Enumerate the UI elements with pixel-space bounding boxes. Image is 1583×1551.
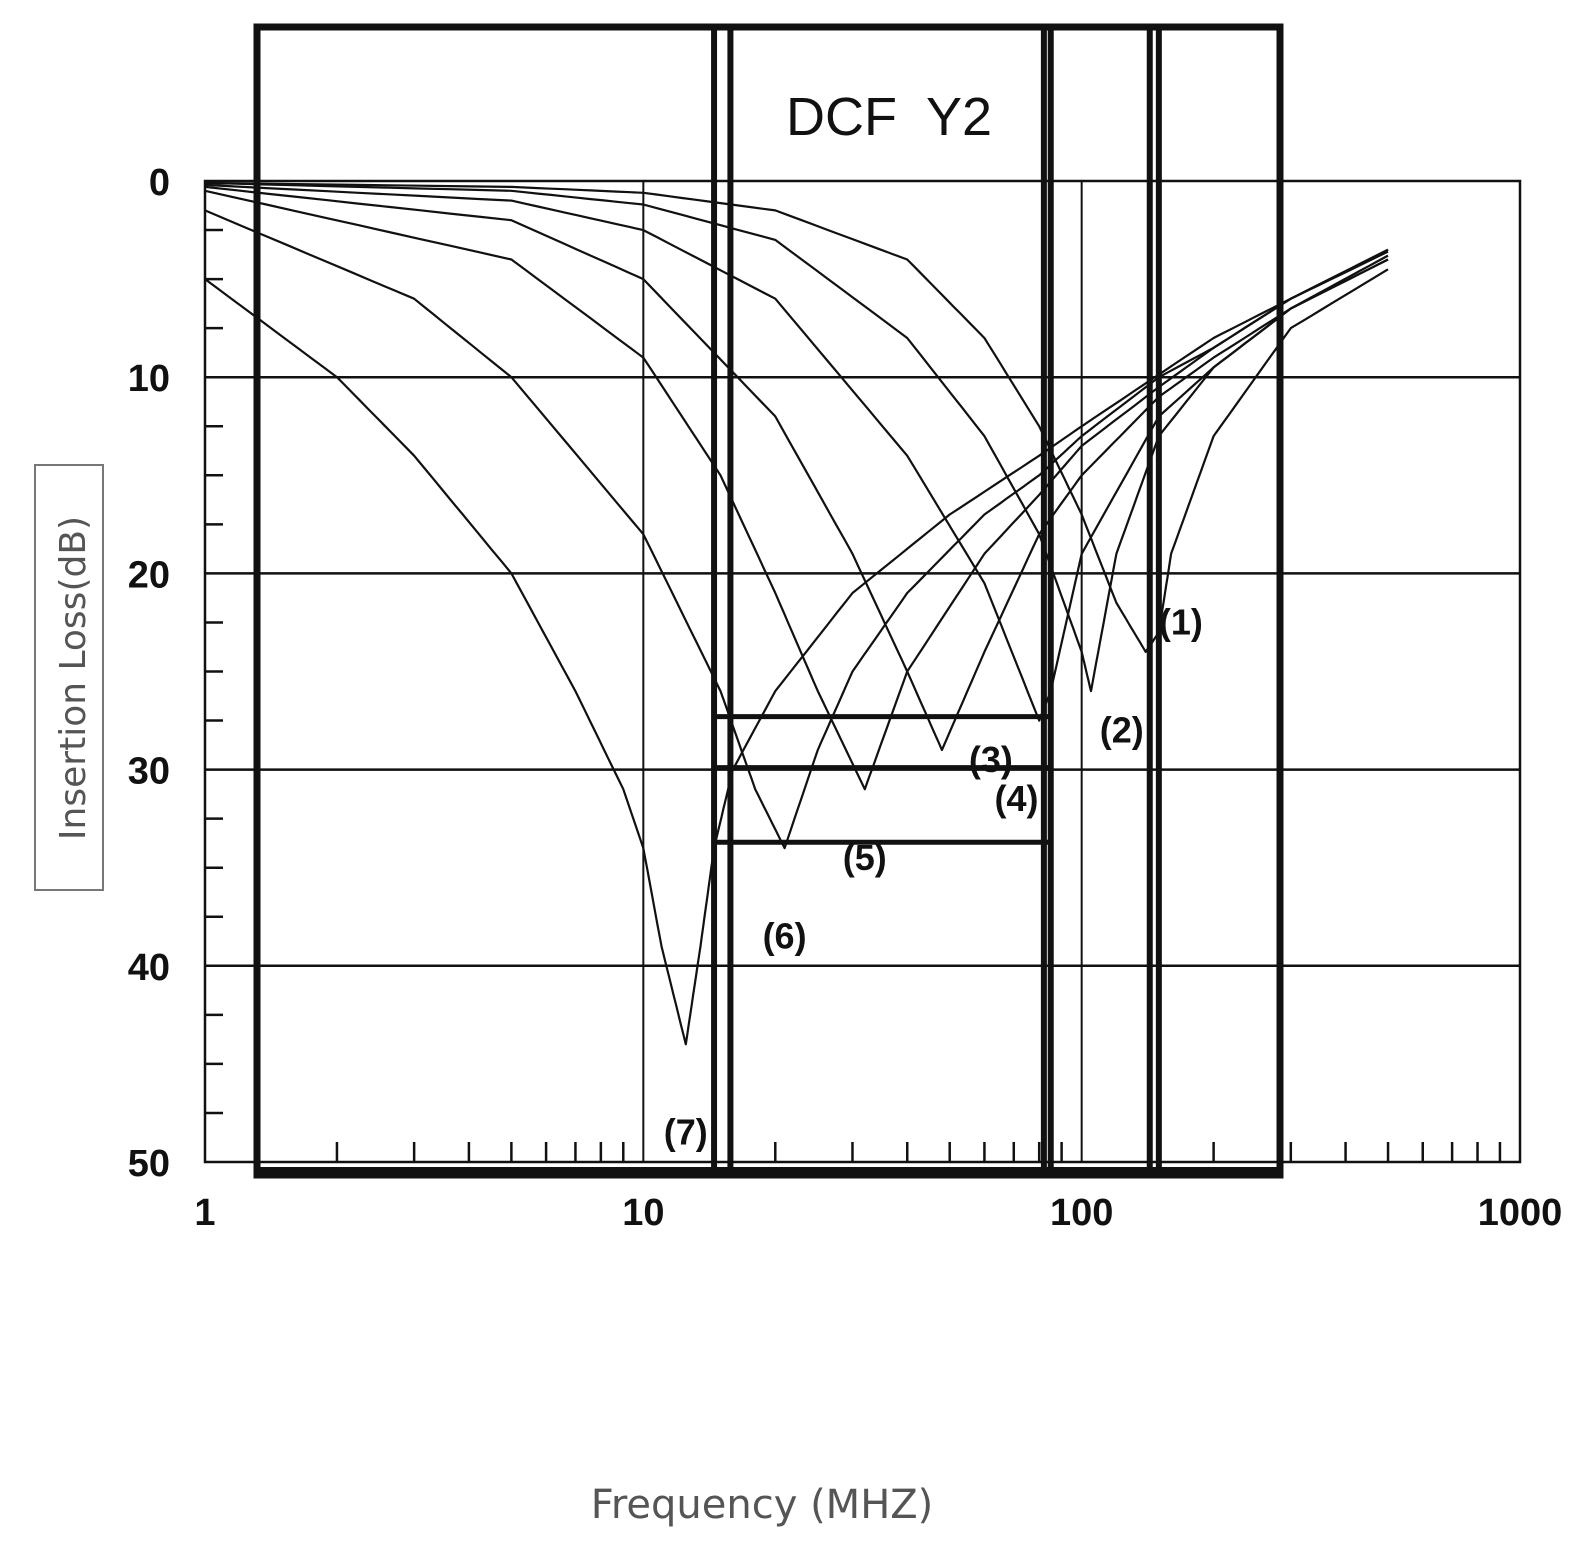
series-line	[204, 248, 1389, 1046]
y-tick-label: 20	[128, 554, 170, 596]
series-line	[204, 209, 1389, 850]
curves	[204, 181, 1389, 1046]
series-label: (5)	[843, 837, 887, 878]
y-axis-label-box	[34, 464, 104, 891]
y-tick-label: 0	[149, 162, 170, 204]
grid-lines	[203, 179, 1522, 1164]
y-tick-label: 30	[128, 751, 170, 793]
chart-title: DCF Y2	[786, 87, 992, 147]
series-label: (4)	[995, 778, 1039, 819]
plot-frame	[203, 179, 1522, 1164]
series-label: (2)	[1100, 709, 1144, 750]
series-label: (6)	[763, 915, 807, 956]
x-tick-label: 1000	[1478, 1192, 1563, 1234]
frame-overlay	[253, 23, 1284, 1179]
y-axis-label: Insertion Loss(dB)	[53, 516, 94, 840]
ticks	[205, 228, 1502, 1162]
series-label: (3)	[969, 739, 1013, 780]
x-axis-label: Frequency (MHZ)	[591, 1482, 934, 1528]
x-tick-label: 100	[1050, 1192, 1113, 1234]
overlay-frame	[253, 23, 1284, 1179]
tick-labels: 0 10 20 30 40 50 1 10 100 1000	[128, 162, 1563, 1234]
series-line	[204, 181, 1389, 693]
series-label: (1)	[1159, 601, 1203, 642]
y-tick-label: 40	[128, 947, 170, 989]
y-tick-label: 50	[128, 1143, 170, 1185]
x-tick-label: 1	[194, 1192, 215, 1234]
x-tick-label: 10	[622, 1192, 664, 1234]
series-line	[204, 189, 1389, 791]
series-label: (7)	[664, 1112, 708, 1153]
y-tick-label: 10	[128, 358, 170, 400]
series-line	[204, 185, 1389, 752]
series-line	[204, 183, 1389, 722]
series-line	[204, 181, 1389, 653]
series-labels: (1) (2) (3)(4) (5) (6) (7)	[664, 601, 1203, 1152]
